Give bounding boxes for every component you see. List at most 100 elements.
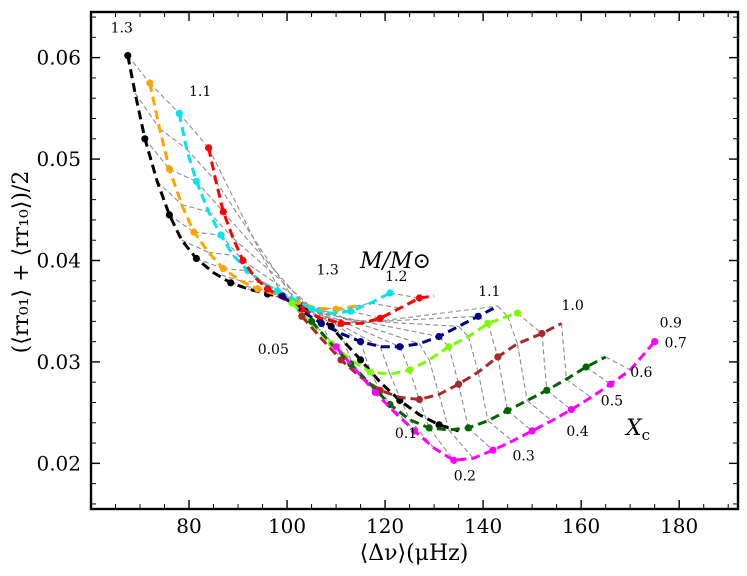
mass-label: 1.3 — [111, 20, 133, 36]
iso-xc-connector — [517, 312, 543, 334]
series-1-15 — [205, 144, 435, 327]
iso-xc-connector — [418, 343, 430, 361]
data-point — [464, 424, 472, 432]
mass-title-label: M/M⊙ — [359, 249, 431, 274]
iso-xc-connector — [507, 410, 533, 432]
iso-xc-connector — [399, 346, 411, 371]
iso-xc-connector — [487, 420, 513, 442]
data-point — [317, 319, 325, 327]
iso-xc-connector — [467, 336, 479, 373]
iso-xc-connector — [566, 378, 592, 398]
iso-xc-connector — [379, 346, 391, 375]
xc-label: 0.05 — [258, 342, 289, 358]
data-point — [332, 343, 340, 351]
data-point — [410, 427, 419, 435]
data-point — [308, 305, 316, 313]
iso-xc-connector — [458, 384, 469, 429]
iso-xc-connector — [585, 366, 611, 385]
iso-xc-connector — [301, 308, 440, 338]
x-tick-label: 160 — [562, 514, 600, 538]
mass-label: 1.0 — [562, 298, 584, 314]
data-point — [273, 287, 281, 295]
iso-xc-connector — [458, 326, 469, 337]
iso-xc-connector — [370, 302, 400, 309]
xc-label: 0.3 — [513, 448, 535, 464]
iso-xc-connector — [215, 181, 303, 312]
y-tick-label: 0.04 — [36, 249, 81, 273]
series-layer — [124, 52, 659, 464]
data-point — [406, 366, 414, 374]
data-point — [332, 305, 340, 313]
data-point — [386, 400, 394, 409]
data-point — [298, 305, 306, 313]
iso-xc-connector — [428, 359, 440, 395]
iso-xc-connector — [497, 305, 508, 317]
data-point — [146, 79, 154, 87]
data-point — [396, 343, 404, 351]
mass-label: 1.1 — [189, 84, 211, 100]
series-line — [177, 113, 391, 315]
mass-label: 1.3 — [317, 263, 339, 279]
data-point — [366, 368, 374, 376]
iso-xc-connector — [169, 214, 195, 233]
data-point — [141, 135, 149, 143]
series-1-2 — [175, 109, 394, 315]
iso-xc-connector — [526, 400, 553, 422]
data-point — [582, 363, 590, 371]
series-line — [334, 340, 656, 462]
iso-xc-connector — [350, 310, 381, 319]
iso-xc-connector — [196, 257, 224, 270]
iso-xc-connector — [169, 168, 197, 182]
iso-xc-connector — [186, 148, 217, 182]
data-point — [219, 208, 227, 216]
xc-label: 0.1 — [395, 426, 417, 442]
iso-xc-connector — [134, 92, 161, 129]
data-point — [528, 427, 536, 435]
iso-xc-connector — [232, 237, 342, 334]
mass-label: 1.2 — [385, 269, 407, 285]
data-point — [298, 312, 306, 320]
series-line — [281, 294, 499, 349]
data-point — [484, 319, 492, 327]
data-point — [192, 254, 200, 263]
data-point — [607, 380, 615, 388]
data-point — [165, 165, 173, 173]
series-line — [300, 315, 563, 402]
iso-xc-connector — [546, 389, 572, 411]
iso-xc-connector — [360, 305, 498, 324]
data-point — [435, 421, 443, 429]
y-tick-label: 0.05 — [36, 147, 81, 171]
data-point — [205, 144, 213, 152]
iso-xc-connector — [487, 323, 499, 358]
x-axis-label: ⟨Δν⟩(μHz) — [360, 541, 469, 566]
iso-xc-connector — [193, 231, 221, 236]
iso-xc-connector — [389, 404, 415, 432]
data-point — [337, 356, 345, 364]
series-line — [207, 147, 435, 325]
mass-label: 0.7 — [665, 336, 687, 352]
annotation-layer: 1.3 1.1 1.3 1.2 1.1 1.0 0.9 0.7 0.05 0.1 0.2 0.3 0.4… — [111, 20, 687, 484]
data-point — [219, 265, 227, 273]
x-tick-label: 100 — [268, 514, 306, 538]
axis-layer: 80 100 120 140 160 180 0.02 0.03 0.04 0.05 0.06 — [36, 12, 738, 538]
data-point — [254, 285, 262, 293]
data-point — [239, 256, 247, 265]
data-point — [357, 338, 365, 346]
data-point — [415, 294, 423, 302]
data-point — [455, 380, 463, 388]
iso-xc-connector — [409, 369, 420, 400]
iso-xc-connector — [428, 427, 455, 461]
iso-xc-connector — [208, 251, 234, 256]
iso-xc-connector — [389, 292, 420, 299]
data-point — [386, 289, 394, 297]
iso-xc-connector — [477, 371, 489, 421]
mass-label: 1.1 — [478, 284, 500, 300]
iso-xc-connector — [208, 211, 234, 239]
data-point — [288, 299, 296, 307]
iso-xc-connector — [560, 323, 567, 380]
x-tick-label: 180 — [660, 514, 698, 538]
xc-label: 0.2 — [454, 469, 476, 485]
data-point — [543, 386, 551, 394]
xc-label: 0.5 — [601, 394, 623, 410]
